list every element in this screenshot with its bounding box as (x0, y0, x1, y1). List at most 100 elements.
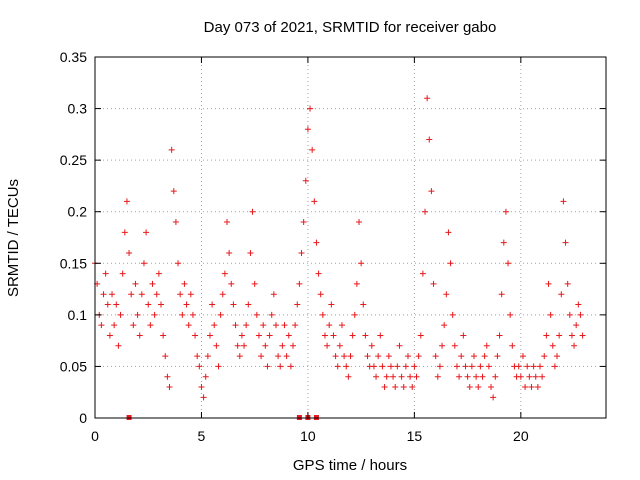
plot-frame (94, 56, 607, 419)
chart-title: Day 073 of 2021, SRMTID for receiver gab… (204, 19, 497, 36)
data-point (264, 363, 271, 370)
data-point (345, 373, 352, 380)
data-point (324, 342, 331, 349)
data-point (277, 363, 284, 370)
data-point (104, 301, 111, 308)
data-point (392, 384, 399, 391)
data-point (558, 291, 565, 298)
data-point (102, 270, 109, 277)
data-point (253, 311, 260, 318)
data-point (287, 363, 294, 370)
data-point (394, 363, 401, 370)
data-point (509, 342, 516, 349)
data-point (300, 219, 307, 226)
data-point (315, 270, 322, 277)
data-point (328, 301, 335, 308)
data-point (149, 280, 156, 287)
data-point (443, 291, 450, 298)
data-point (426, 136, 433, 143)
data-point (436, 363, 443, 370)
data-point (434, 373, 441, 380)
data-point (158, 301, 165, 308)
data-point (189, 311, 196, 318)
data-point (113, 301, 120, 308)
data-point (356, 219, 363, 226)
data-point (121, 229, 128, 236)
data-point (241, 342, 248, 349)
data-point (187, 291, 194, 298)
data-point (566, 311, 573, 318)
data-point (492, 373, 499, 380)
data-point (243, 322, 250, 329)
data-point (373, 373, 380, 380)
data-point (285, 332, 292, 339)
data-point (224, 219, 231, 226)
data-point (147, 322, 154, 329)
data-point (260, 322, 267, 329)
data-point (498, 291, 505, 298)
data-point (334, 363, 341, 370)
data-point (470, 353, 477, 360)
data-point (160, 332, 167, 339)
data-point (543, 332, 550, 339)
data-point (168, 146, 175, 153)
data-point (419, 270, 426, 277)
data-point (502, 208, 509, 215)
data-point (296, 280, 303, 287)
data-point (466, 384, 473, 391)
data-point (213, 342, 220, 349)
data-point (332, 353, 339, 360)
data-point (117, 311, 124, 318)
data-point (422, 208, 429, 215)
data-point (515, 363, 522, 370)
data-point (196, 363, 203, 370)
data-point (441, 322, 448, 329)
data-point (505, 260, 512, 267)
data-point (500, 239, 507, 246)
data-point (98, 322, 105, 329)
data-point (526, 373, 533, 380)
data-point (481, 353, 488, 360)
data-point (404, 353, 411, 360)
data-point (396, 342, 403, 349)
data-point (517, 373, 524, 380)
data-point (192, 332, 199, 339)
data-point (424, 95, 431, 102)
data-point (100, 291, 107, 298)
data-point (547, 311, 554, 318)
data-point (390, 373, 397, 380)
data-point (488, 384, 495, 391)
data-point (166, 384, 173, 391)
data-point (232, 322, 239, 329)
x-axis-label: GPS time / hours (293, 457, 407, 474)
data-point (194, 353, 201, 360)
data-point (247, 249, 254, 256)
data-point (383, 373, 390, 380)
data-point (211, 322, 218, 329)
data-point (336, 342, 343, 349)
y-tick-label: 0.05 (60, 358, 87, 374)
data-point (109, 291, 116, 298)
y-tick-label: 0.1 (68, 307, 88, 323)
data-point (155, 270, 162, 277)
data-point (262, 342, 269, 349)
y-tick-label: 0.3 (68, 101, 88, 117)
data-point (162, 353, 169, 360)
data-point (445, 229, 452, 236)
data-point (402, 363, 409, 370)
data-point (179, 311, 186, 318)
data-point (258, 353, 265, 360)
data-point (460, 332, 467, 339)
data-point (307, 105, 314, 112)
data-point (571, 342, 578, 349)
data-point (447, 260, 454, 267)
x-tick-label: 20 (513, 428, 529, 444)
x-tick-label: 5 (198, 428, 206, 444)
data-point (381, 384, 388, 391)
data-point (453, 363, 460, 370)
data-point (536, 363, 543, 370)
data-point (311, 198, 318, 205)
data-point (111, 322, 118, 329)
data-point (294, 301, 301, 308)
data-point (204, 353, 211, 360)
